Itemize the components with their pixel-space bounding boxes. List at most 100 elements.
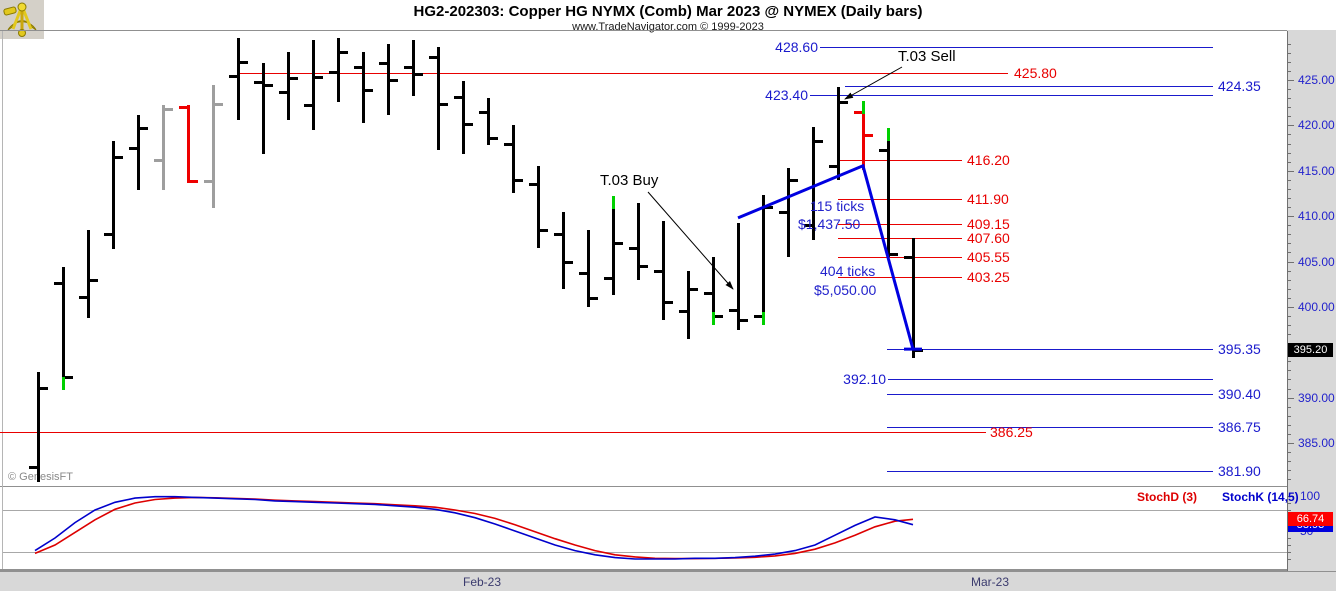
price-axis-tick bbox=[1287, 325, 1291, 326]
stochk-curve bbox=[34, 495, 914, 560]
price-axis-tick bbox=[1287, 62, 1291, 63]
ohlc-close-tick bbox=[614, 242, 623, 245]
ohlc-close-tick bbox=[289, 77, 298, 80]
signal-arrow bbox=[647, 191, 734, 290]
ohlc-close-tick bbox=[864, 134, 873, 137]
ohlc-close-tick bbox=[714, 315, 723, 318]
ohlc-open-tick bbox=[354, 66, 363, 69]
price-axis-tick bbox=[1287, 89, 1291, 90]
price-level-label: 395.35 bbox=[1218, 341, 1261, 357]
ohlc-close-tick bbox=[214, 103, 223, 106]
ohlc-bar bbox=[512, 125, 515, 193]
ohlc-open-tick bbox=[279, 91, 288, 94]
price-axis-tick bbox=[1287, 80, 1294, 81]
ohlc-open-tick bbox=[479, 111, 488, 114]
price-axis-label: 385.00 bbox=[1298, 436, 1335, 450]
ohlc-open-tick bbox=[704, 292, 713, 295]
green-signal-mark bbox=[62, 377, 65, 390]
price-axis-tick bbox=[1287, 71, 1291, 72]
ohlc-bar bbox=[862, 107, 865, 170]
ohlc-bar bbox=[87, 230, 90, 318]
date-axis-strip bbox=[0, 571, 1336, 591]
stochk-label: StochK (14,5) bbox=[1222, 490, 1299, 504]
green-signal-mark bbox=[862, 101, 865, 114]
ohlc-open-tick bbox=[104, 233, 113, 236]
ohlc-close-tick bbox=[189, 180, 198, 183]
stoch-panel-top-border bbox=[0, 486, 1287, 487]
price-axis-tick bbox=[1287, 189, 1291, 190]
ohlc-close-tick bbox=[889, 253, 898, 256]
price-axis-tick bbox=[1287, 425, 1291, 426]
ohlc-close-tick bbox=[689, 288, 698, 291]
price-level-line bbox=[888, 379, 1213, 380]
ohlc-close-tick bbox=[639, 265, 648, 268]
stoch-gridline bbox=[3, 510, 1287, 511]
ohlc-bar bbox=[112, 141, 115, 249]
price-level-line bbox=[820, 47, 1213, 48]
price-level-label: 416.20 bbox=[967, 152, 1010, 168]
price-axis-tick bbox=[1287, 198, 1291, 199]
ohlc-open-tick bbox=[554, 233, 563, 236]
price-level-label: 423.40 bbox=[765, 87, 808, 103]
ohlc-open-tick bbox=[79, 296, 88, 299]
ohlc-open-tick bbox=[804, 224, 813, 227]
ohlc-open-tick bbox=[504, 143, 513, 146]
price-level-line bbox=[810, 95, 1213, 96]
stoch-axis-minor-tick bbox=[1287, 559, 1291, 560]
ohlc-bar bbox=[312, 40, 315, 130]
price-axis-tick bbox=[1287, 379, 1291, 380]
ohlc-bar bbox=[762, 195, 765, 325]
ohlc-close-tick bbox=[364, 89, 373, 92]
ohlc-close-tick bbox=[739, 319, 748, 322]
ohlc-bar bbox=[387, 44, 390, 115]
price-axis-tick bbox=[1287, 234, 1291, 235]
ohlc-close-tick bbox=[314, 76, 323, 79]
price-level-label: 428.60 bbox=[775, 39, 818, 55]
ohlc-bar bbox=[637, 203, 640, 280]
price-level-line bbox=[838, 238, 962, 239]
stoch-gridline bbox=[3, 552, 1287, 553]
price-axis-tick bbox=[1287, 180, 1291, 181]
ohlc-close-tick bbox=[64, 376, 73, 379]
ohlc-open-tick bbox=[529, 183, 538, 186]
price-axis-label: 400.00 bbox=[1298, 300, 1335, 314]
measure-note: $1,437.50 bbox=[798, 216, 861, 232]
ohlc-bar bbox=[437, 47, 440, 150]
stochd-legend-label: StochD (3) bbox=[1137, 490, 1197, 504]
price-axis-tick bbox=[1287, 116, 1291, 117]
price-axis-tick bbox=[1287, 153, 1291, 154]
price-axis-tick bbox=[1287, 479, 1291, 480]
ohlc-bar bbox=[837, 87, 840, 180]
ohlc-bar bbox=[162, 105, 165, 190]
stoch-axis-minor-tick bbox=[1287, 510, 1291, 511]
price-level-line bbox=[838, 277, 962, 278]
ohlc-open-tick bbox=[654, 270, 663, 273]
ohlc-open-tick bbox=[229, 75, 238, 78]
ohlc-bar bbox=[787, 168, 790, 257]
green-signal-mark bbox=[612, 196, 615, 209]
price-axis-tick bbox=[1287, 398, 1294, 399]
ohlc-open-tick bbox=[754, 315, 763, 318]
ohlc-open-tick bbox=[379, 62, 388, 65]
ohlc-bar bbox=[662, 221, 665, 320]
price-axis-tick bbox=[1287, 252, 1291, 253]
stoch-axis-minor-tick bbox=[1287, 503, 1291, 504]
price-axis-tick bbox=[1287, 289, 1291, 290]
ohlc-bar bbox=[137, 115, 140, 190]
price-level-line bbox=[838, 160, 962, 161]
ohlc-close-tick bbox=[264, 84, 273, 87]
price-axis-tick bbox=[1287, 434, 1291, 435]
price-axis-tick bbox=[1287, 389, 1291, 390]
date-label-feb23: Feb-23 bbox=[463, 575, 502, 589]
price-axis-tick bbox=[1287, 280, 1291, 281]
ohlc-open-tick bbox=[579, 272, 588, 275]
stochd-value-badge: 66.74 bbox=[1288, 512, 1333, 526]
ohlc-bar bbox=[712, 257, 715, 325]
price-level-line bbox=[838, 224, 962, 225]
date-label-mar23: Mar-23 bbox=[971, 575, 1010, 589]
price-axis-tick bbox=[1287, 316, 1291, 317]
price-axis-tick bbox=[1287, 144, 1291, 145]
ohlc-close-tick bbox=[164, 108, 173, 111]
